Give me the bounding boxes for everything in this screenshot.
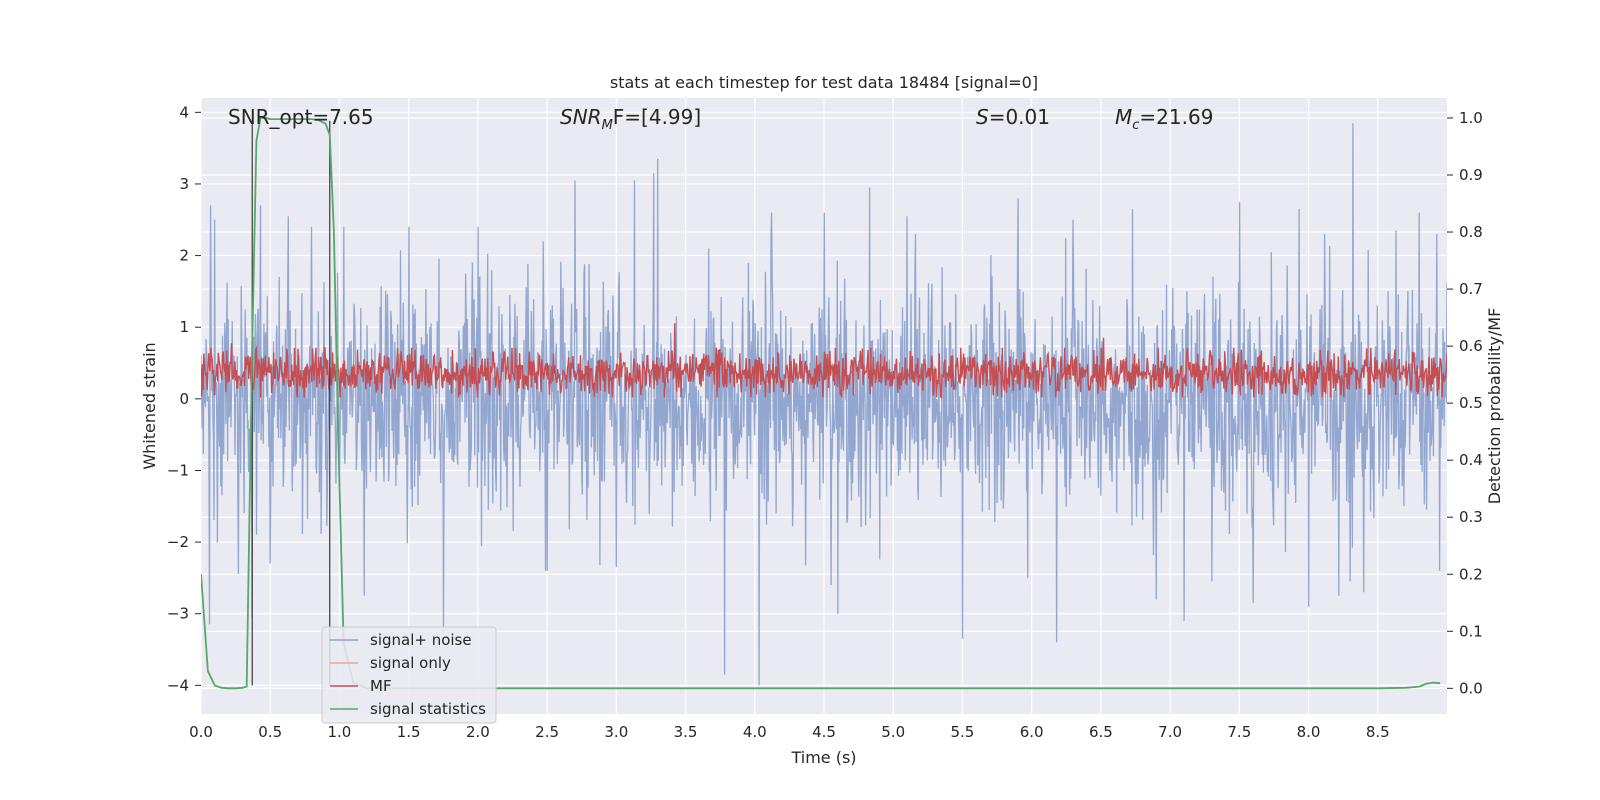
y-tick-label: 1 <box>179 318 189 336</box>
y2-tick-label: 0.6 <box>1459 337 1483 355</box>
y-axis-ticks: 4 3 2 1 0 −1 −2 −3 −4 <box>167 103 201 694</box>
y-tick-label: 0 <box>179 390 189 408</box>
y2-tick-label: 0.5 <box>1459 394 1483 412</box>
y2-tick-label: 0.4 <box>1459 451 1483 469</box>
x-tick-label: 4.5 <box>812 723 836 741</box>
mf-line <box>201 323 1447 399</box>
annotation-s: S=0.01 <box>976 105 1050 129</box>
legend-label-signal: signal only <box>370 654 451 672</box>
x-tick-label: 1.0 <box>328 723 352 741</box>
y2-tick-label: 0.7 <box>1459 280 1483 298</box>
x-tick-label: 7.5 <box>1227 723 1251 741</box>
y2-tick-label: 0.9 <box>1459 166 1483 184</box>
legend-label-statistics: signal statistics <box>370 700 486 718</box>
y-tick-label: −1 <box>167 461 189 479</box>
y-tick-label: −4 <box>167 676 189 694</box>
x-tick-label: 3.5 <box>674 723 698 741</box>
y-tick-label: 2 <box>179 247 189 265</box>
legend-label-mf: MF <box>370 677 392 695</box>
signal-statistics-line <box>201 117 1441 690</box>
y2-tick-label: 0.0 <box>1459 679 1483 697</box>
mf-series <box>201 323 1447 399</box>
x-tick-label: 8.5 <box>1366 723 1390 741</box>
x-tick-label: 3.0 <box>604 723 628 741</box>
y-tick-label: 4 <box>179 103 189 121</box>
annotation-snr-opt: SNR_opt=7.65 <box>228 105 374 129</box>
signal-noise-line <box>201 123 1447 686</box>
x-axis-ticks: 0.0 0.5 1.0 1.5 2.0 2.5 3.0 3.5 4.0 4.5 5.0 5.5 6.0 6… <box>189 723 1390 741</box>
y-tick-label: −2 <box>167 533 189 551</box>
x-tick-label: 5.5 <box>951 723 975 741</box>
vertical-markers <box>251 120 331 686</box>
y-tick-label: −3 <box>167 605 189 623</box>
x-tick-label: 0.0 <box>189 723 213 741</box>
x-tick-label: 0.5 <box>258 723 282 741</box>
legend-label-noise: signal+ noise <box>370 631 472 649</box>
y2-tick-label: 1.0 <box>1459 109 1483 127</box>
x-tick-label: 2.0 <box>466 723 490 741</box>
y2-tick-label: 0.8 <box>1459 223 1483 241</box>
x-tick-label: 6.5 <box>1089 723 1113 741</box>
x-axis-label: Time (s) <box>790 748 856 767</box>
x-tick-label: 6.0 <box>1020 723 1044 741</box>
y2-axis-label: Detection probability/MF <box>1485 308 1504 505</box>
x-tick-label: 1.5 <box>397 723 421 741</box>
signal-noise-series <box>201 123 1447 686</box>
y-axis-label: Whitened strain <box>140 342 159 469</box>
x-tick-label: 7.0 <box>1158 723 1182 741</box>
annotation-mc: Mc=21.69 <box>1115 105 1213 133</box>
annotation-snr-mf: SNRMF=[4.99] <box>560 105 701 133</box>
y2-tick-label: 0.1 <box>1459 622 1483 640</box>
legend: signal+ noise signal only MF signal stat… <box>321 626 497 724</box>
x-tick-label: 2.5 <box>535 723 559 741</box>
x-tick-label: 5.0 <box>881 723 905 741</box>
y2-tick-label: 0.3 <box>1459 508 1483 526</box>
x-tick-label: 4.0 <box>743 723 767 741</box>
signal-statistics-series <box>201 117 1441 690</box>
chart-title: stats at each timestep for test data 184… <box>610 73 1038 92</box>
y2-axis-ticks: 1.0 0.9 0.8 0.7 0.6 0.5 0.4 0.3 0.2 0.1 0.0 <box>1447 109 1483 697</box>
x-tick-label: 8.0 <box>1297 723 1321 741</box>
y-tick-label: 3 <box>179 175 189 193</box>
y2-tick-label: 0.2 <box>1459 565 1483 583</box>
